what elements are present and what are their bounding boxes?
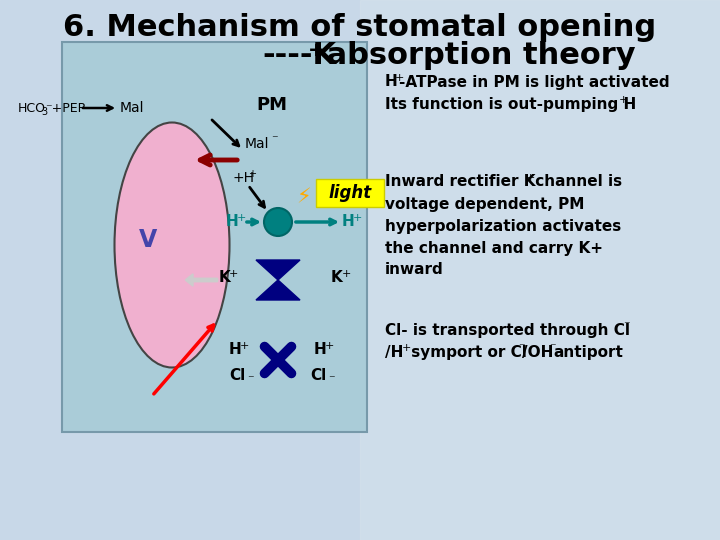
Bar: [360, 0, 720, 540]
Text: PM: PM: [256, 96, 287, 114]
Text: 3: 3: [41, 107, 47, 117]
Text: inward: inward: [385, 262, 444, 278]
Text: ⁻: ⁻: [328, 374, 334, 387]
Text: Inward rectifier K: Inward rectifier K: [385, 174, 536, 190]
Text: ----K: ----K: [262, 40, 336, 70]
Text: +H: +H: [232, 171, 254, 185]
Text: V: V: [139, 228, 157, 252]
Text: Its function is out-pumping H: Its function is out-pumping H: [385, 97, 636, 111]
Text: 6. Mechanism of stomatal opening: 6. Mechanism of stomatal opening: [63, 12, 657, 42]
Text: K: K: [331, 271, 343, 286]
Text: ⁻+PEP: ⁻+PEP: [45, 102, 85, 114]
Text: +: +: [308, 40, 325, 59]
Text: Mal: Mal: [245, 137, 269, 151]
Bar: [316, 179, 384, 207]
Text: -ATPase in PM is light activated: -ATPase in PM is light activated: [399, 75, 670, 90]
Text: symport or Cl: symport or Cl: [406, 345, 527, 360]
Text: Cl: Cl: [310, 368, 326, 383]
Text: +: +: [526, 173, 536, 183]
Text: +: +: [236, 213, 246, 223]
Text: H: H: [225, 214, 238, 230]
Circle shape: [264, 208, 292, 236]
Text: Cl- is transported through Cl: Cl- is transported through Cl: [385, 322, 630, 338]
Text: Mal: Mal: [120, 101, 145, 115]
Text: K: K: [218, 271, 230, 286]
Text: light: light: [328, 184, 372, 202]
Text: +: +: [324, 341, 333, 351]
Ellipse shape: [114, 123, 230, 368]
Text: +: +: [395, 73, 405, 83]
Text: ⚡: ⚡: [297, 187, 311, 207]
Text: +: +: [341, 269, 351, 279]
Text: HCO: HCO: [18, 102, 46, 114]
Polygon shape: [256, 280, 300, 300]
Text: voltage dependent, PM: voltage dependent, PM: [385, 197, 585, 212]
Text: /OH: /OH: [522, 345, 554, 360]
Text: hyperpolarization activates: hyperpolarization activates: [385, 219, 621, 233]
Text: the channel and carry K+: the channel and carry K+: [385, 240, 603, 255]
Text: ⁻: ⁻: [247, 374, 253, 387]
Text: ⁻: ⁻: [623, 320, 629, 333]
Text: ⁻: ⁻: [549, 341, 556, 354]
Text: +: +: [248, 169, 256, 179]
Text: +: +: [352, 213, 361, 223]
Text: H: H: [229, 342, 241, 357]
Text: +: +: [619, 95, 629, 105]
Text: +: +: [239, 341, 248, 351]
Text: H: H: [341, 214, 354, 230]
Text: /H: /H: [385, 345, 403, 360]
Text: +: +: [228, 269, 238, 279]
Text: H: H: [314, 342, 326, 357]
Text: absorption theory: absorption theory: [316, 40, 636, 70]
Bar: [62, 42, 367, 432]
Text: +: +: [402, 343, 411, 353]
Text: ⁻: ⁻: [271, 133, 278, 146]
Text: ⁻: ⁻: [518, 341, 525, 354]
Text: channel is: channel is: [530, 174, 622, 190]
Text: antiport: antiport: [553, 345, 623, 360]
Text: H: H: [385, 75, 397, 90]
Text: Cl: Cl: [229, 368, 245, 383]
Polygon shape: [256, 260, 300, 280]
